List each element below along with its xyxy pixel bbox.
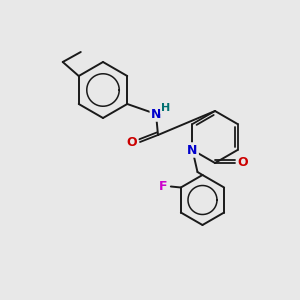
Text: H: H bbox=[161, 103, 171, 113]
Text: O: O bbox=[127, 136, 137, 148]
Text: O: O bbox=[238, 157, 248, 169]
Text: N: N bbox=[151, 107, 161, 121]
Text: N: N bbox=[187, 143, 198, 157]
Text: F: F bbox=[159, 180, 167, 193]
